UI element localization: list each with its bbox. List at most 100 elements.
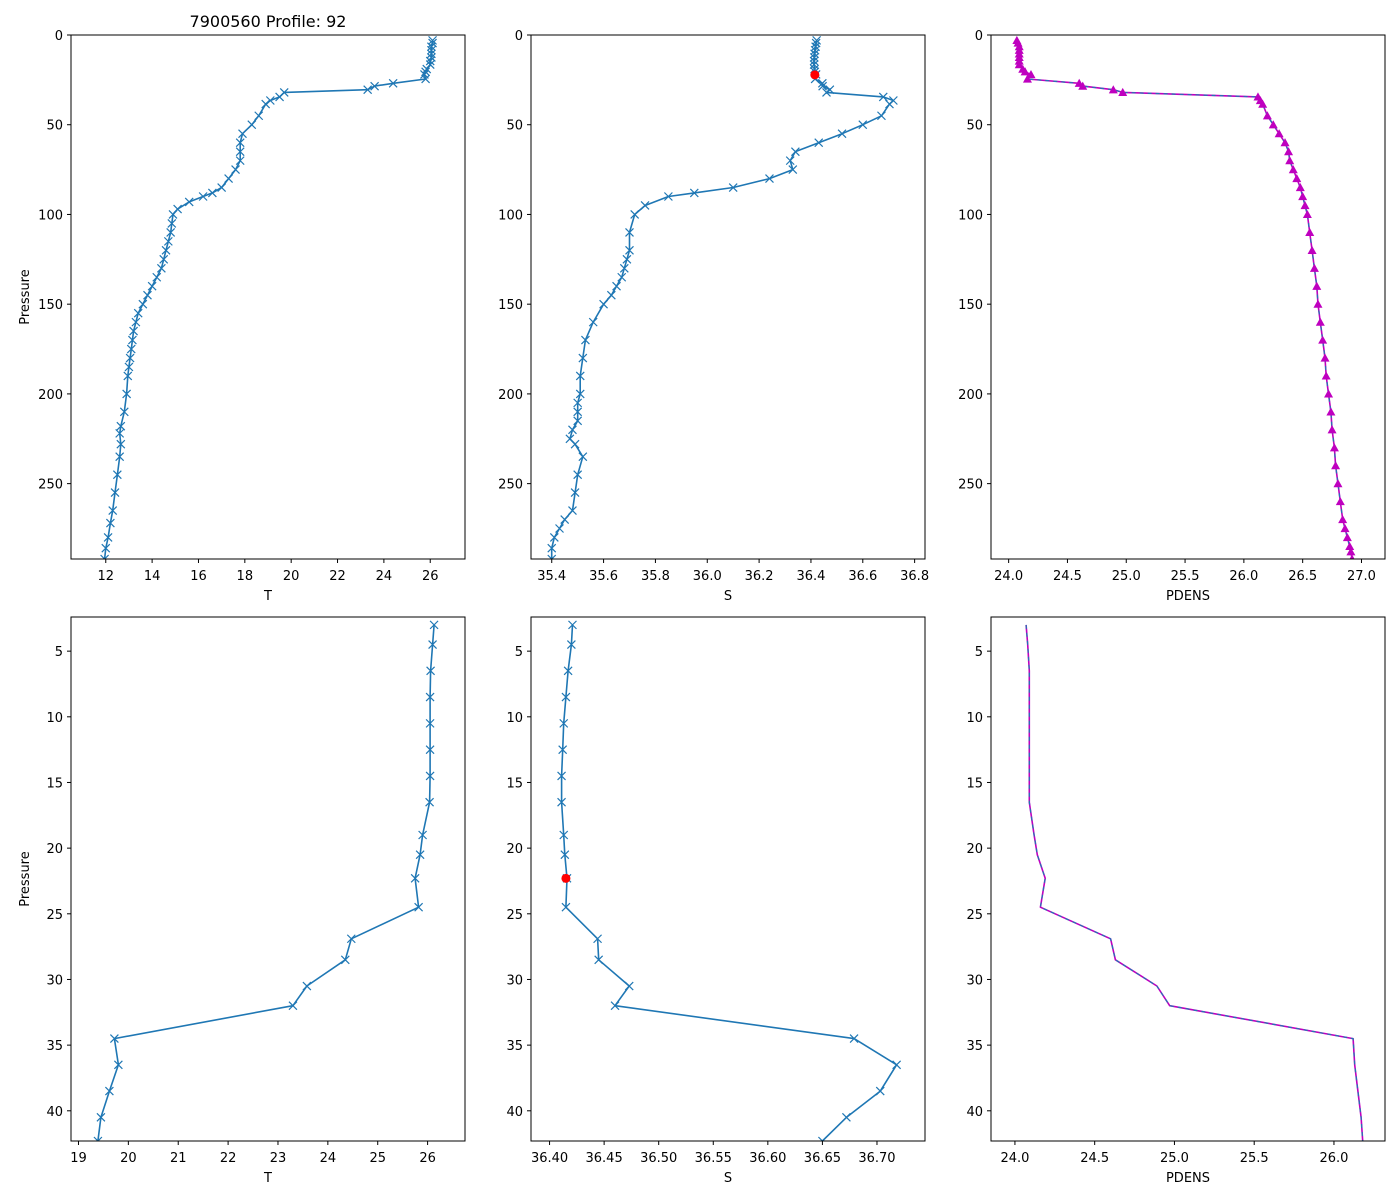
data-point	[570, 488, 580, 498]
data-point	[163, 236, 173, 246]
data-point	[113, 1060, 123, 1070]
data-point	[110, 488, 120, 498]
data-point	[817, 78, 827, 88]
data-point	[421, 67, 431, 77]
data-point	[811, 38, 821, 48]
y-tick-label: 150	[498, 298, 523, 313]
chart-dens-full: 24.0 24.5 25.0 25.5 26.0 26.5 27.0 0 50 100 150 200…	[958, 29, 1386, 604]
data-point	[625, 227, 634, 237]
axes-frame	[70, 616, 466, 1142]
data-point	[159, 254, 169, 264]
data-point	[143, 290, 152, 300]
x-tick-label: 26.0	[1229, 569, 1258, 584]
x-tick-label: 18	[237, 569, 254, 584]
y-tick-label: 150	[958, 298, 983, 313]
y-tick-label: 30	[46, 973, 63, 988]
data-point	[1280, 138, 1290, 147]
data-point	[811, 42, 821, 52]
y-tick-label: 15	[966, 776, 983, 791]
data-point	[1284, 147, 1294, 156]
data-point	[1295, 183, 1305, 192]
y-tick-label: 40	[966, 1105, 983, 1120]
data-point	[581, 335, 590, 345]
chart-temp-full: 12 14 16 18 20 22 24 26 0 50 100 150 200 250 T Pressure	[18, 29, 466, 604]
data-point	[247, 120, 257, 130]
data-point	[147, 281, 157, 291]
data-point	[622, 254, 632, 264]
data-point	[108, 506, 118, 515]
y-axis-label: Pressure	[18, 269, 33, 325]
data-point	[126, 344, 136, 354]
data-point	[254, 111, 264, 121]
x-tick-label: 35.8	[641, 569, 670, 584]
x-tick-label: 24	[376, 569, 393, 584]
y-tick-label: 150	[38, 298, 63, 313]
y-tick-label: 200	[38, 388, 63, 403]
y-tick-label: 25	[506, 908, 523, 923]
data-point	[858, 120, 868, 130]
data-point	[138, 299, 148, 309]
data-point	[207, 188, 217, 198]
x-tick-label: 23	[270, 1151, 287, 1166]
data-point	[429, 620, 439, 630]
data-point	[588, 317, 598, 327]
x-tick-label: 24.0	[1000, 1151, 1029, 1166]
data-point	[261, 99, 271, 109]
data-point	[1302, 209, 1312, 219]
y-tick-label: 50	[506, 119, 523, 134]
data-point	[198, 192, 208, 201]
data-point	[1340, 523, 1350, 533]
y-tick-label: 100	[38, 208, 63, 223]
y-tick-label: 20	[506, 842, 523, 857]
data-point	[426, 49, 436, 59]
data-point	[1022, 74, 1032, 83]
data-point	[809, 56, 819, 66]
data-point	[1313, 299, 1323, 308]
data-point	[156, 263, 166, 273]
y-tick-label: 250	[38, 478, 63, 493]
data-point	[822, 88, 831, 97]
chart-sal-full: 35.4 35.6 35.8 36.0 36.2 36.4 36.6 36.8 0 50 100 15…	[498, 29, 929, 604]
data-point	[346, 934, 356, 944]
x-axis-label: S	[724, 589, 732, 604]
x-tick-label: 25.0	[1160, 1151, 1189, 1166]
data-point	[689, 188, 699, 198]
data-point	[555, 524, 564, 533]
data-point	[624, 981, 634, 991]
y-tick-label: 10	[506, 711, 523, 726]
data-point	[425, 718, 435, 728]
data-point	[422, 64, 432, 74]
data-point	[573, 398, 583, 408]
data-point	[610, 1001, 620, 1011]
data-point	[573, 416, 583, 426]
data-point	[152, 272, 162, 282]
data-point	[388, 78, 398, 88]
data-point	[133, 308, 143, 318]
x-tick-label: 36.50	[640, 1151, 677, 1166]
x-tick-label: 26	[422, 569, 439, 584]
data-point	[663, 192, 673, 201]
data-point	[425, 797, 435, 807]
x-tick-label: 36.45	[586, 1151, 623, 1166]
axes-frame	[70, 34, 466, 560]
data-point	[1318, 335, 1328, 344]
data-point	[1335, 497, 1345, 506]
data-point	[630, 210, 640, 219]
y-tick-label: 0	[515, 29, 523, 44]
y-tick-label: 200	[498, 388, 523, 403]
series-dashed-line	[1025, 624, 1364, 1141]
data-point	[414, 902, 424, 912]
data-point	[112, 470, 122, 480]
data-point	[425, 60, 435, 70]
data-point	[119, 407, 129, 417]
x-tick-label: 36.0	[693, 569, 722, 584]
data-point	[570, 439, 580, 449]
data-point	[1338, 515, 1348, 524]
x-tick-label: 25.5	[1240, 1151, 1269, 1166]
data-point	[575, 371, 585, 381]
y-tick-label: 10	[966, 711, 983, 726]
x-tick-label: 24	[320, 1151, 337, 1166]
x-tick-label: 26.0	[1319, 1151, 1348, 1166]
data-point	[1292, 174, 1302, 183]
y-tick-label: 100	[958, 208, 983, 223]
